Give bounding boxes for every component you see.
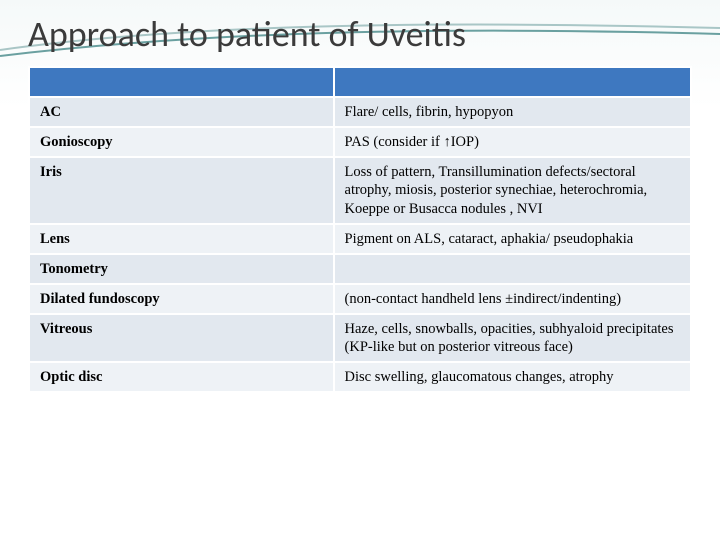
row-value: (non-contact handheld lens ±indirect/ind… xyxy=(334,284,691,314)
row-label: Dilated fundoscopy xyxy=(29,284,334,314)
row-value: Disc swelling, glaucomatous changes, atr… xyxy=(334,362,691,392)
table-row: Optic disc Disc swelling, glaucomatous c… xyxy=(29,362,691,392)
table-header-row xyxy=(29,67,691,97)
table-header-cell xyxy=(29,67,334,97)
table-row: AC Flare/ cells, fibrin, hypopyon xyxy=(29,97,691,127)
row-label: AC xyxy=(29,97,334,127)
row-value: Flare/ cells, fibrin, hypopyon xyxy=(334,97,691,127)
row-label: Optic disc xyxy=(29,362,334,392)
table-header-cell xyxy=(334,67,691,97)
table-row: Gonioscopy PAS (consider if ↑IOP) xyxy=(29,127,691,157)
row-value: Pigment on ALS, cataract, aphakia/ pseud… xyxy=(334,224,691,254)
row-label: Gonioscopy xyxy=(29,127,334,157)
examination-table: AC Flare/ cells, fibrin, hypopyon Gonios… xyxy=(28,66,692,393)
row-value: Haze, cells, snowballs, opacities, subhy… xyxy=(334,314,691,362)
row-value: Loss of pattern, Transillumination defec… xyxy=(334,157,691,223)
row-value: PAS (consider if ↑IOP) xyxy=(334,127,691,157)
slide-title: Approach to patient of Uveitis xyxy=(28,12,692,56)
row-label: Iris xyxy=(29,157,334,223)
table: AC Flare/ cells, fibrin, hypopyon Gonios… xyxy=(28,66,692,393)
table-row: Vitreous Haze, cells, snowballs, opaciti… xyxy=(29,314,691,362)
row-label: Tonometry xyxy=(29,254,334,284)
table-row: Tonometry xyxy=(29,254,691,284)
row-label: Vitreous xyxy=(29,314,334,362)
row-value xyxy=(334,254,691,284)
slide: Approach to patient of Uveitis AC Flare/… xyxy=(0,0,720,540)
table-row: Lens Pigment on ALS, cataract, aphakia/ … xyxy=(29,224,691,254)
row-label: Lens xyxy=(29,224,334,254)
table-row: Dilated fundoscopy (non-contact handheld… xyxy=(29,284,691,314)
table-row: Iris Loss of pattern, Transillumination … xyxy=(29,157,691,223)
